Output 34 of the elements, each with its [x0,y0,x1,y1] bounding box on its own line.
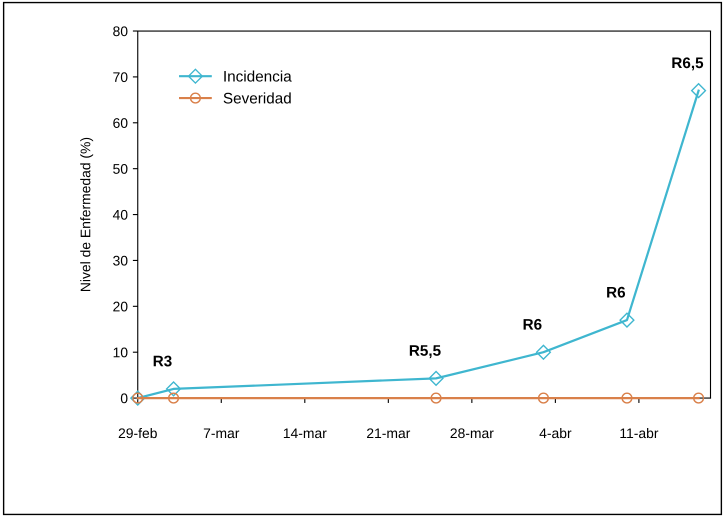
point [619,312,635,328]
y-tick-label: 50 [113,164,128,174]
x-tick-label: 4-abr [539,428,572,438]
x-tick-label: 7-mar [204,428,240,438]
y-tick-label: 30 [113,256,128,266]
point [538,392,550,404]
y-tick-label: 20 [113,302,128,312]
point [168,392,180,404]
y-tick-label: 10 [114,348,128,358]
annotation: R3 [154,356,172,366]
legend-label: Severidad [224,92,291,104]
point [166,381,182,396]
legend-label: Incidencia [224,70,292,82]
point [621,392,633,404]
point [693,392,704,404]
point [691,83,706,98]
point [430,392,442,404]
point [428,370,444,386]
x-tick-label: 21-mar [367,428,410,438]
y-tick-label: 70 [113,72,128,82]
y-tick-label: 40 [112,210,128,220]
annotation: R5,5 [410,345,441,358]
x-tick-label: 29-feb [118,428,157,438]
x-tick-label: 11-abr [620,428,658,438]
y-tick-label: 80 [113,26,128,36]
y-axis-title: Nivel de Enfermedad (%) [80,138,94,291]
x-tick-label: 14-mar [284,428,327,438]
y-tick-label: 0 [120,393,128,404]
x-tick-label: 28-mar [450,428,494,438]
annotation: R6 [524,318,542,330]
point [536,344,552,360]
annotation: R6 [607,286,626,298]
annotation: R6,5 [672,57,704,70]
y-tick-label: 60 [113,118,128,128]
